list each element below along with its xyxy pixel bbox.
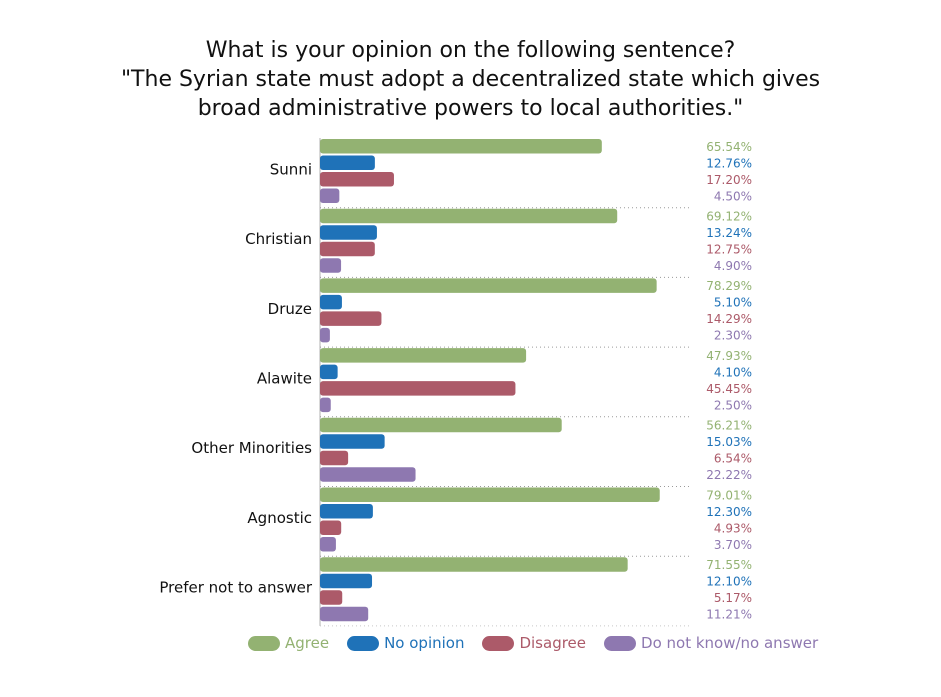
- bar-christian-disagree: [320, 241, 375, 257]
- value-label-other-minorities-do-not-know-no-answer: 22.22%: [706, 468, 752, 482]
- bar-sunni-agree: [320, 139, 602, 154]
- chart-legend: Agree No opinion Disagree Do not know/no…: [248, 634, 836, 652]
- bar-druze-no-opinion: [320, 294, 342, 310]
- legend-swatch-agree: [248, 635, 280, 651]
- value-label-alawite-disagree: 45.45%: [706, 382, 752, 396]
- bar-other-minorities-do-not-know-no-answer: [320, 467, 416, 482]
- legend-swatch-disagree: [482, 635, 515, 651]
- value-label-prefer-not-to-answer-disagree: 5.17%: [714, 591, 752, 605]
- value-label-alawite-no-opinion: 4.10%: [714, 365, 752, 379]
- legend-item-no-opinion: No opinion: [347, 634, 464, 652]
- value-label-druze-no-opinion: 5.10%: [714, 296, 752, 310]
- value-label-druze-do-not-know-no-answer: 2.30%: [714, 329, 752, 343]
- chart-title-line-3: broad administrative powers to local aut…: [197, 96, 744, 121]
- value-label-sunni-do-not-know-no-answer: 4.50%: [714, 189, 752, 203]
- value-label-alawite-do-not-know-no-answer: 2.50%: [714, 398, 752, 412]
- legend-label-do-not-know: Do not know/no answer: [641, 634, 819, 652]
- legend-swatch-no-opinion: [347, 635, 380, 651]
- value-label-christian-do-not-know-no-answer: 4.90%: [714, 259, 752, 273]
- bar-sunni-do-not-know-no-answer: [320, 188, 340, 203]
- bar-other-minorities-disagree: [320, 450, 349, 466]
- bar-sunni-disagree: [320, 172, 394, 187]
- category-label-sunni: Sunni: [270, 160, 312, 178]
- bar-prefer-not-to-answer-do-not-know-no-answer: [320, 606, 369, 622]
- bar-druze-do-not-know-no-answer: [320, 327, 330, 343]
- value-label-sunni-disagree: 17.20%: [706, 173, 752, 187]
- value-label-sunni-agree: 65.54%: [706, 140, 752, 154]
- bar-christian-do-not-know-no-answer: [320, 258, 342, 273]
- value-label-prefer-not-to-answer-no-opinion: 12.10%: [706, 574, 752, 588]
- value-label-other-minorities-agree: 56.21%: [706, 419, 752, 433]
- bar-agnostic-disagree: [320, 520, 342, 535]
- bar-prefer-not-to-answer-no-opinion: [320, 573, 373, 589]
- legend-item-disagree: Disagree: [482, 634, 586, 652]
- legend-label-no-opinion: No opinion: [384, 634, 465, 652]
- value-label-prefer-not-to-answer-do-not-know-no-answer: 11.21%: [706, 607, 752, 621]
- category-label-other-minorities: Other Minorities: [191, 439, 312, 457]
- value-label-christian-no-opinion: 13.24%: [706, 226, 752, 240]
- value-label-agnostic-disagree: 4.93%: [714, 521, 752, 535]
- value-label-christian-disagree: 12.75%: [706, 242, 752, 256]
- bar-other-minorities-no-opinion: [320, 434, 385, 449]
- bar-prefer-not-to-answer-disagree: [320, 590, 343, 605]
- bar-alawite-do-not-know-no-answer: [320, 397, 331, 413]
- legend-item-agree: Agree: [248, 634, 329, 652]
- bar-other-minorities-agree: [320, 417, 562, 433]
- value-label-alawite-agree: 47.93%: [706, 349, 752, 363]
- value-label-other-minorities-disagree: 6.54%: [714, 452, 752, 466]
- bar-agnostic-do-not-know-no-answer: [320, 537, 336, 552]
- bar-christian-no-opinion: [320, 225, 377, 240]
- value-label-druze-agree: 78.29%: [706, 279, 752, 293]
- bar-alawite-agree: [320, 348, 527, 363]
- value-label-prefer-not-to-answer-agree: 71.55%: [706, 558, 752, 572]
- bar-prefer-not-to-answer-agree: [320, 557, 628, 572]
- category-label-druze: Druze: [268, 300, 312, 318]
- category-label-prefer-not-to-answer: Prefer not to answer: [159, 579, 312, 597]
- value-label-sunni-no-opinion: 12.76%: [706, 156, 752, 170]
- bar-christian-agree: [320, 208, 618, 224]
- legend-swatch-do-not-know: [604, 635, 637, 651]
- bar-agnostic-agree: [320, 487, 660, 502]
- category-label-alawite: Alawite: [257, 369, 312, 387]
- bar-agnostic-no-opinion: [320, 504, 373, 519]
- bar-alawite-disagree: [320, 381, 516, 396]
- chart-title-line-2: "The Syrian state must adopt a decentral…: [120, 67, 821, 92]
- bar-alawite-no-opinion: [320, 364, 338, 380]
- legend-label-disagree: Disagree: [519, 634, 587, 652]
- value-label-agnostic-do-not-know-no-answer: 3.70%: [714, 538, 752, 552]
- value-label-agnostic-no-opinion: 12.30%: [706, 505, 752, 519]
- category-label-agnostic: Agnostic: [247, 509, 312, 527]
- bar-druze-disagree: [320, 311, 382, 326]
- bar-sunni-no-opinion: [320, 155, 375, 170]
- legend-item-do-not-know: Do not know/no answer: [604, 634, 818, 652]
- bar-druze-agree: [320, 278, 657, 293]
- value-label-agnostic-agree: 79.01%: [706, 488, 752, 502]
- legend-label-agree: Agree: [285, 634, 330, 652]
- value-label-druze-disagree: 14.29%: [706, 312, 752, 326]
- category-label-christian: Christian: [245, 230, 312, 248]
- chart-title: What is your opinion on the following se…: [0, 36, 941, 123]
- chart-title-line-1: What is your opinion on the following se…: [205, 38, 736, 63]
- value-label-other-minorities-no-opinion: 15.03%: [706, 435, 752, 449]
- value-label-christian-agree: 69.12%: [706, 209, 752, 223]
